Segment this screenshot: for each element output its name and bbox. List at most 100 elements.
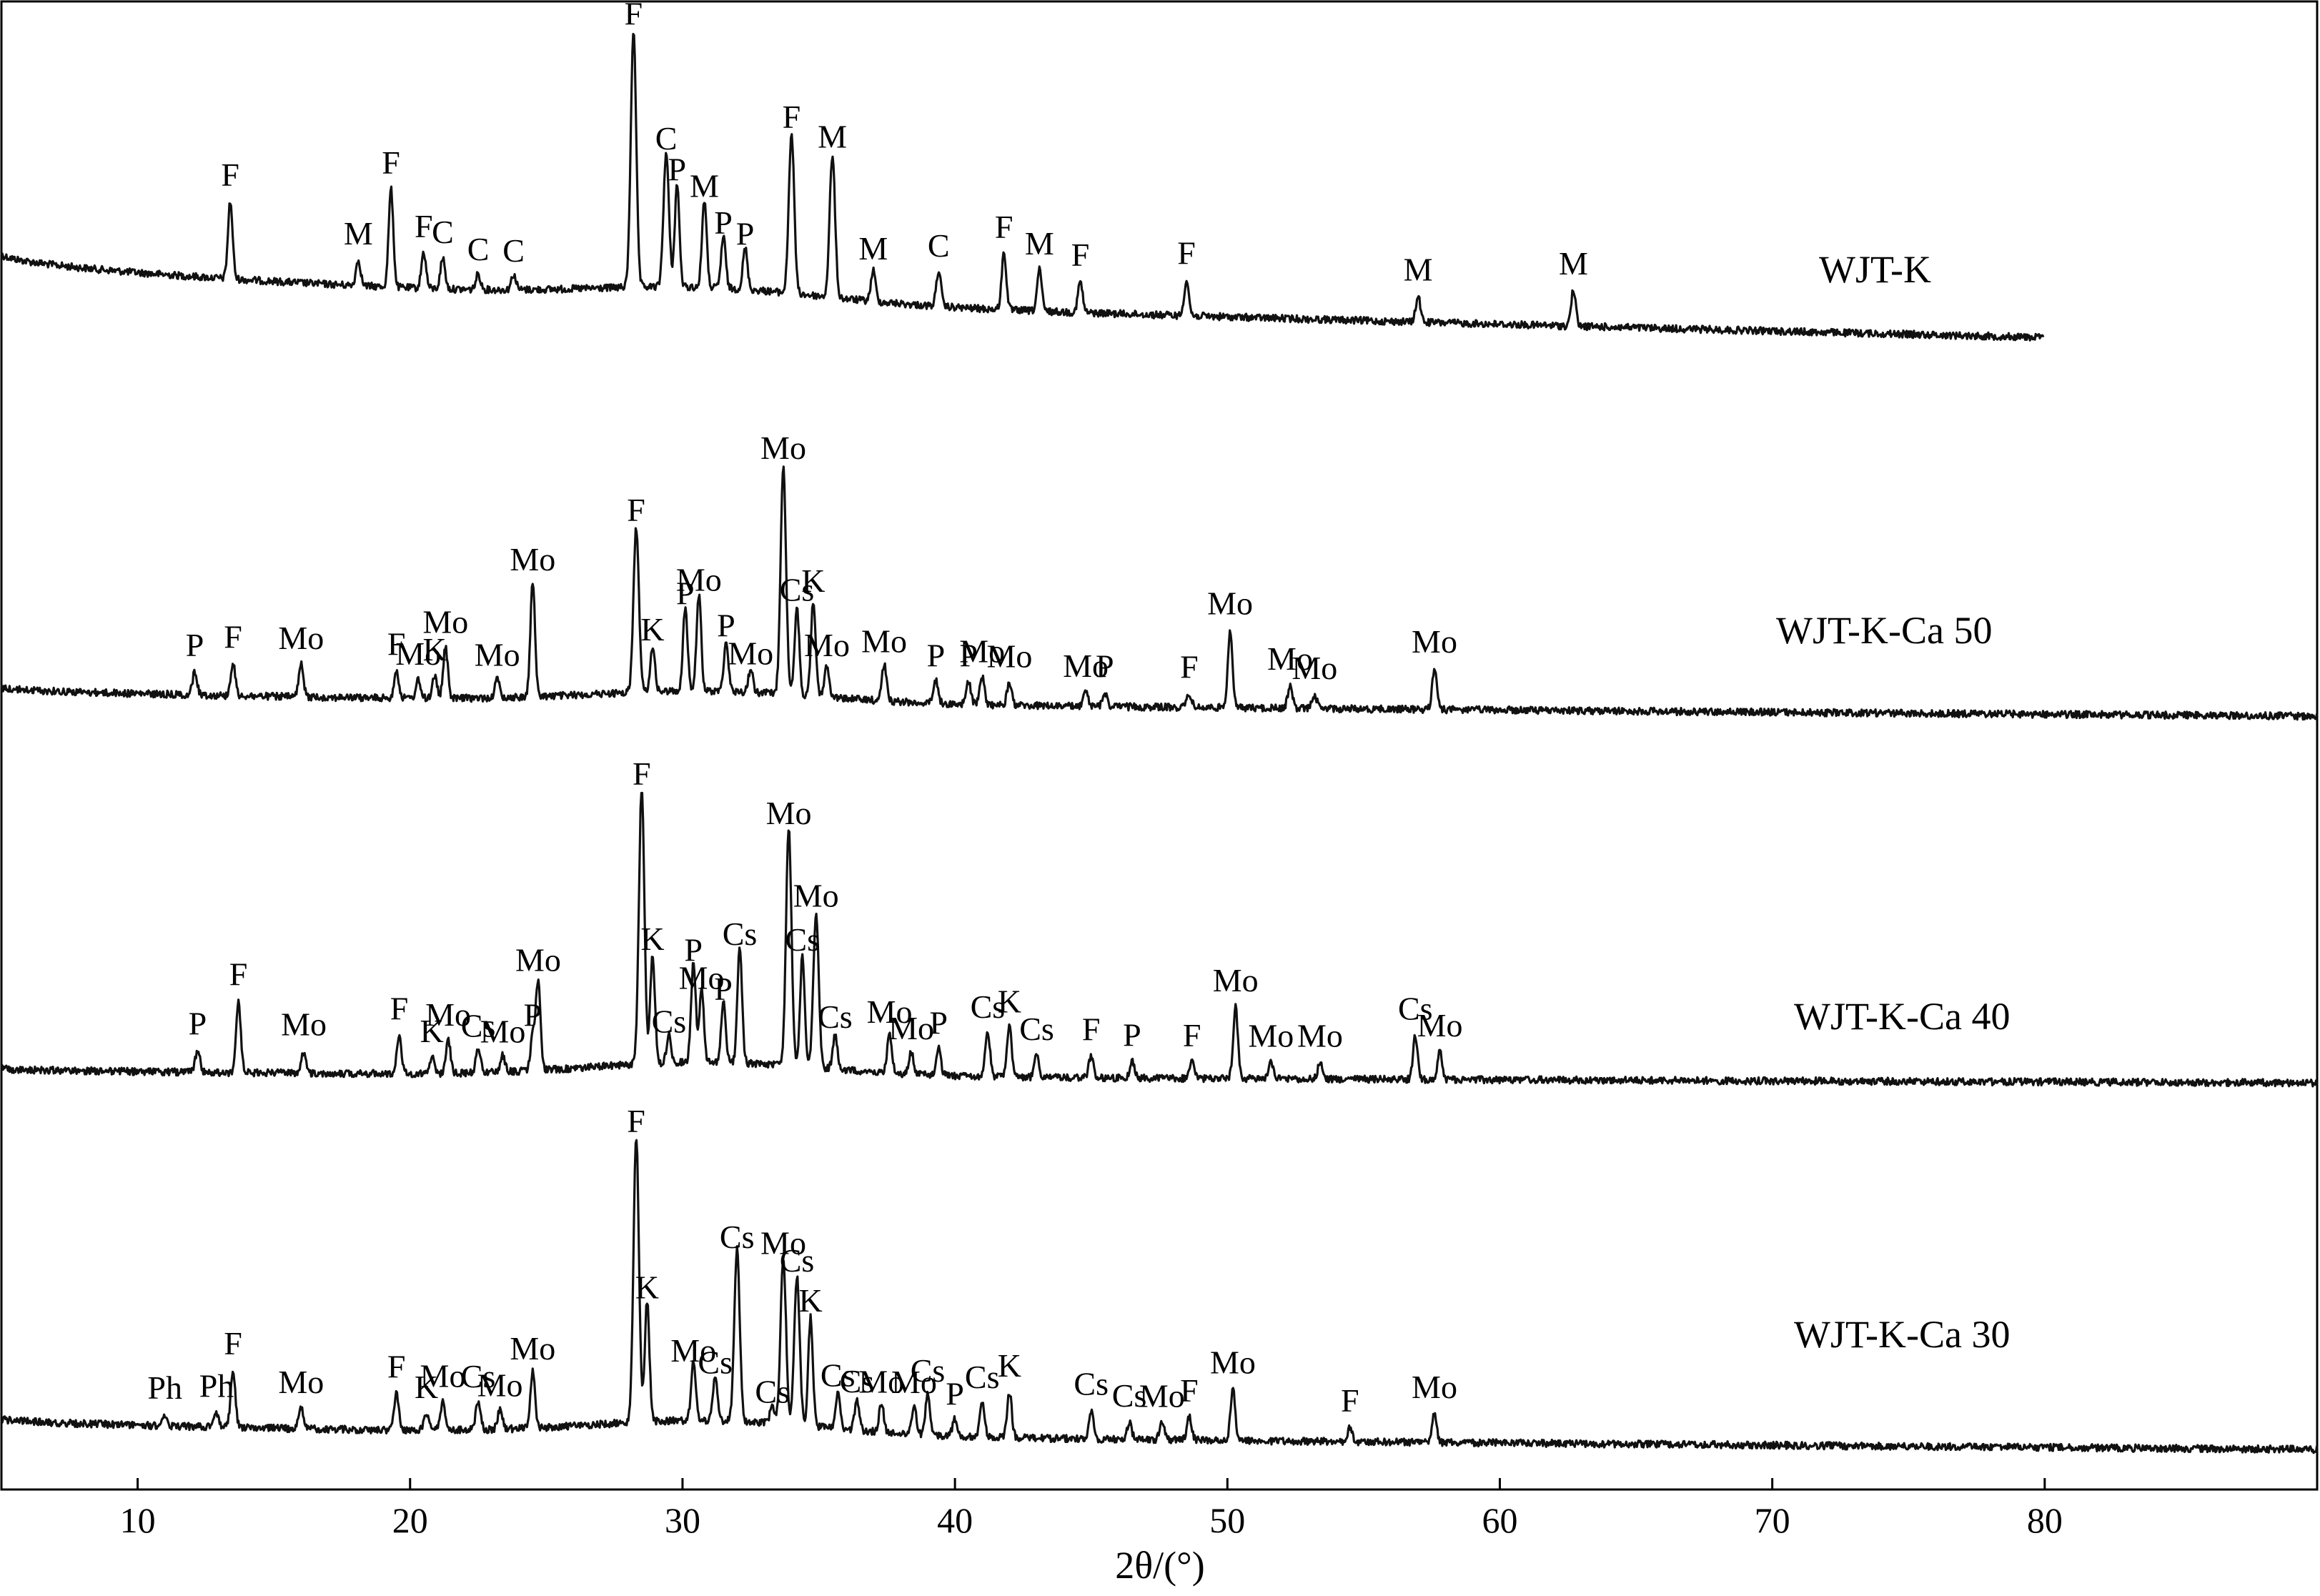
peak-label: M [1404, 252, 1433, 288]
peak-label: P [684, 932, 703, 968]
peak-label: Cs [698, 1344, 733, 1381]
peak-label: K [640, 921, 664, 957]
peak-label: F [390, 991, 409, 1027]
peak-label: Mo [760, 430, 806, 466]
peak-label: F [387, 626, 406, 663]
peak-label: M [690, 168, 719, 204]
peak-label: Mo [1248, 1017, 1294, 1054]
peak-label: K [640, 611, 664, 648]
peak-label: K [998, 983, 1021, 1019]
peak-label: Mo [676, 561, 722, 598]
peak-label: P [1123, 1016, 1141, 1053]
peak-label: F [1180, 649, 1199, 685]
peak-label: Mo [477, 1367, 523, 1404]
peak-label: Mo [1412, 1369, 1457, 1405]
peak-label: P [736, 216, 755, 252]
x-tick-label: 10 [120, 1500, 156, 1540]
peak-label: P [959, 638, 978, 674]
series-name: WJT-K [1819, 248, 1931, 291]
peak-label: Cs [1019, 1011, 1054, 1047]
peak-label: F [382, 144, 400, 181]
series-name: WJT-K-Ca 40 [1794, 995, 2010, 1038]
peak-label: M [1025, 225, 1054, 262]
peak-label: F [1071, 237, 1090, 273]
peak-label: Mo [1417, 1007, 1463, 1044]
x-axis-ticks: 10 20 30 40 50 60 70 80 [120, 1478, 2063, 1540]
peak-label: F [387, 1348, 406, 1384]
plot-frame [0, 0, 2319, 1491]
peak-label: F [1177, 234, 1196, 271]
peak-label: Cs [1398, 991, 1433, 1027]
peak-label: C [928, 227, 950, 264]
peak-label: K [420, 1013, 444, 1049]
peak-label: Mo [670, 1332, 716, 1369]
peak-label: M [858, 230, 888, 267]
series-line [0, 1139, 2319, 1454]
peak-label: F [783, 99, 801, 135]
peak-label: Ph [147, 1369, 182, 1406]
peak-label: K [998, 1347, 1021, 1384]
peak-label: Cs [785, 921, 820, 958]
peak-label: P [929, 1005, 948, 1041]
peak-label: Cs [461, 1008, 496, 1044]
peak-label: P [946, 1375, 964, 1412]
peak-label: P [524, 997, 542, 1034]
peak-label: Mo [420, 1357, 466, 1394]
peak-label: Mo [515, 942, 561, 978]
peak-label: Mo [858, 1363, 904, 1399]
peak-label: Mo [422, 604, 468, 640]
peak-label: C [655, 120, 678, 157]
peak-label: F [229, 956, 248, 993]
peak-label: F [625, 0, 643, 31]
peak-label: Mo [867, 993, 913, 1030]
peak-label: Cs [840, 1363, 875, 1399]
peak-label: Cs [1112, 1377, 1147, 1414]
x-tick-label: 30 [665, 1500, 700, 1540]
peak-label: Cs [780, 1242, 815, 1279]
peak-label: Mo [510, 541, 555, 578]
peak-label: Mo [278, 1364, 324, 1400]
series-name: WJT-K-Ca 50 [1776, 609, 1992, 652]
peak-label: Mo [888, 1010, 934, 1046]
peak-label: P [714, 204, 733, 241]
peak-label: Cs [720, 1219, 755, 1255]
peak-label: K [415, 1369, 438, 1405]
x-tick-label: 70 [1755, 1500, 1790, 1540]
peak-label: P [676, 575, 695, 611]
peak-label: Mo [1412, 623, 1457, 660]
peak-label: Cs [461, 1358, 496, 1394]
peak-label: F [224, 619, 242, 655]
peak-label: M [1559, 245, 1588, 282]
peak-label: Ph [199, 1368, 234, 1404]
x-tick-label: 60 [1482, 1500, 1517, 1540]
x-tick-label: 20 [392, 1500, 428, 1540]
peak-label: K [635, 1269, 659, 1305]
peak-label: P [717, 608, 735, 644]
peak-label: Cs [911, 1352, 946, 1389]
peak-label: P [927, 637, 946, 673]
peak-label: Mo [1139, 1377, 1185, 1414]
peak-label: C [467, 231, 490, 267]
peak-label: Mo [510, 1330, 555, 1367]
peak-label: K [422, 631, 446, 668]
peak-label: F [1180, 1372, 1199, 1409]
peak-label: Cs [821, 1357, 856, 1394]
peak-label: F [415, 208, 433, 244]
peak-label: C [432, 214, 454, 250]
peak-label: Mo [475, 637, 520, 673]
peak-label: Mo [986, 638, 1032, 674]
peak-label: F [224, 1325, 242, 1362]
peak-label: Mo [1063, 648, 1109, 684]
peak-label: F [633, 755, 651, 792]
peak-label: Mo [281, 1006, 327, 1043]
x-tick-label: 50 [1209, 1500, 1245, 1540]
peak-label: Mo [1297, 1018, 1343, 1054]
peak-label: M [818, 118, 847, 154]
peak-label: Cs [652, 1003, 687, 1040]
peak-label: F [627, 492, 645, 528]
peak-label: P [189, 1005, 207, 1041]
peak-label: Cs [1074, 1365, 1109, 1402]
